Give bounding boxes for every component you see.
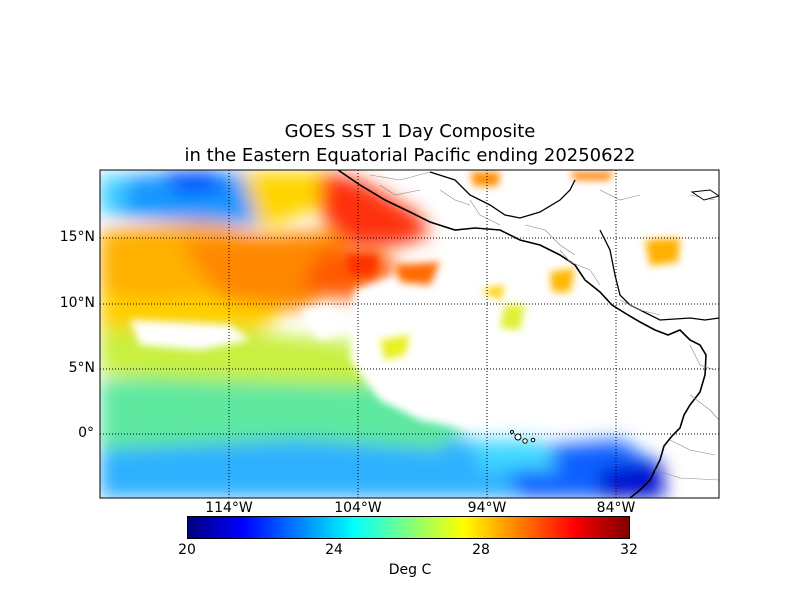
map-grid <box>100 170 719 498</box>
colorbar-tick-24: 24 <box>325 542 343 558</box>
map-frame <box>99 169 720 499</box>
colorbar-tick-28: 28 <box>472 542 490 558</box>
chart-title-line2: in the Eastern Equatorial Pacific ending… <box>184 145 636 166</box>
chart-title-line1: GOES SST 1 Day Composite <box>284 121 536 142</box>
lon-label-94w: 94°W <box>467 500 507 516</box>
lat-label-5n: 5°N <box>68 360 95 376</box>
lat-label-15n: 15°N <box>59 229 95 245</box>
sst-field <box>100 170 719 498</box>
lat-label-0: 0° <box>78 425 94 441</box>
colorbar <box>187 516 630 539</box>
colorbar-gradient <box>188 517 629 538</box>
colorbar-tick-20: 20 <box>178 542 196 558</box>
lon-label-114w: 114°W <box>205 500 253 516</box>
lon-label-84w: 84°W <box>596 500 636 516</box>
colorbar-label: Deg C <box>388 562 432 578</box>
lat-label-10n: 10°N <box>59 295 95 311</box>
coastline <box>337 170 719 498</box>
lon-label-104w: 104°W <box>334 500 382 516</box>
colorbar-tick-32: 32 <box>620 542 638 558</box>
